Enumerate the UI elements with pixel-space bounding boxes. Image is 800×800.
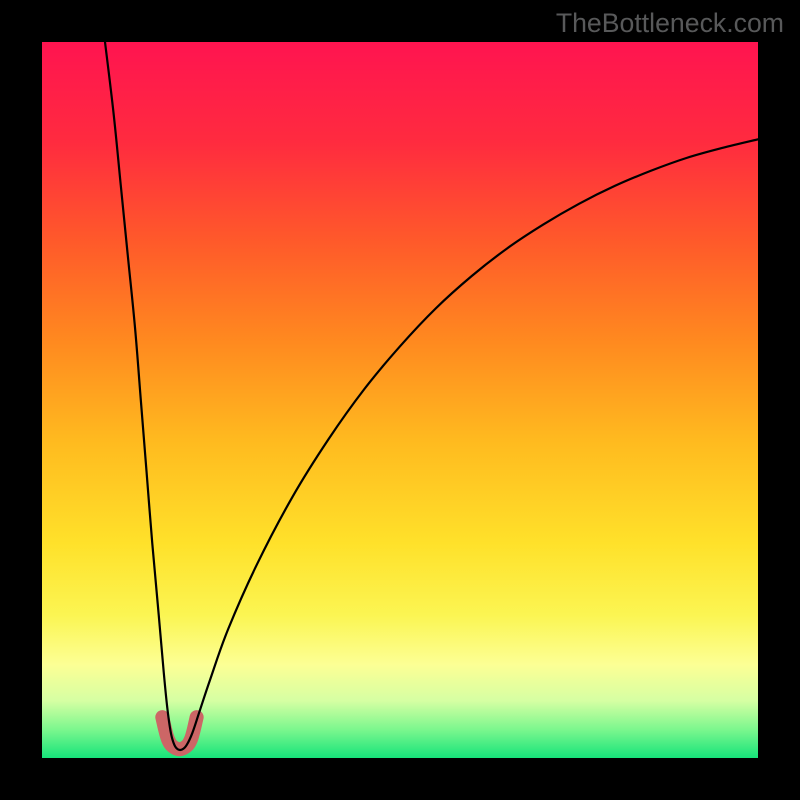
plot-svg (42, 42, 758, 758)
figure-frame: TheBottleneck.com (0, 0, 800, 800)
plot-background (42, 42, 758, 758)
plot-area (42, 42, 758, 758)
watermark-text: TheBottleneck.com (556, 8, 784, 39)
